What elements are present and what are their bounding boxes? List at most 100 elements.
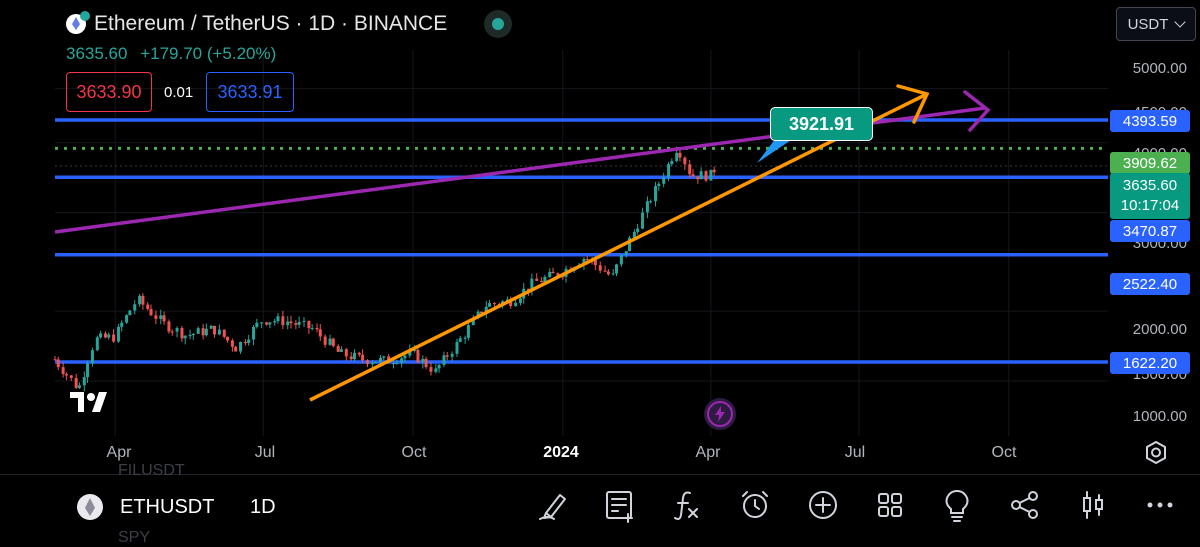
- time-tick: Oct: [991, 444, 1017, 461]
- currency-label: USDT: [1127, 15, 1169, 33]
- function-icon: [674, 491, 698, 520]
- candle-body: [416, 349, 420, 363]
- candle-body: [95, 337, 99, 351]
- chart-type-button[interactable]: [1075, 487, 1111, 523]
- candle-body: [670, 161, 674, 165]
- currency-selector[interactable]: USDT: [1116, 7, 1196, 41]
- candle-body: [315, 327, 319, 330]
- candle-body: [61, 367, 65, 374]
- symbol-name[interactable]: ETHUSDT: [120, 496, 215, 518]
- candle-body: [323, 336, 327, 345]
- candle-body: [365, 360, 369, 365]
- candle-body: [628, 237, 632, 252]
- candle-body: [445, 355, 449, 357]
- candle-body: [209, 325, 213, 329]
- candle-body: [611, 273, 615, 275]
- level-price-tag[interactable]: 4393.59: [1110, 110, 1190, 132]
- chevron-down-icon: [1174, 16, 1187, 28]
- candle-body: [413, 349, 417, 351]
- market-open-icon[interactable]: [484, 10, 512, 38]
- candle-body: [688, 164, 692, 175]
- symbol-title-text: Ethereum / TetherUS · 1D · BINANCE: [94, 12, 448, 35]
- price-tick: 2000.00: [1132, 321, 1187, 338]
- candle-body: [107, 334, 111, 338]
- candle-body: [141, 295, 145, 305]
- level-price-tag[interactable]: 1622.20: [1110, 352, 1190, 374]
- candle-body: [53, 359, 57, 361]
- timeframe-selector[interactable]: 1D: [250, 496, 276, 518]
- candle-body: [128, 310, 132, 316]
- price-callout[interactable]: 3921.91: [770, 107, 873, 141]
- candle-body: [116, 326, 120, 342]
- candle-body: [307, 320, 311, 329]
- candle-body: [217, 329, 221, 335]
- candle-body: [159, 315, 163, 319]
- ethereum-icon[interactable]: [77, 494, 103, 520]
- last-price: 3635.60: [66, 44, 128, 63]
- candle-body: [488, 303, 492, 307]
- candle-body: [361, 354, 365, 361]
- candle-body: [162, 315, 166, 322]
- candle-body: [336, 346, 340, 352]
- candle-body: [230, 340, 234, 347]
- candle-body: [357, 352, 361, 355]
- candle-body: [466, 324, 470, 338]
- candle-body: [103, 333, 107, 338]
- candle-body: [585, 258, 589, 260]
- candle-body: [535, 278, 539, 281]
- spread-value: 0.01: [164, 84, 194, 101]
- level-price-tag[interactable]: 2522.40: [1110, 273, 1190, 295]
- candle-body: [437, 364, 441, 369]
- candle-body: [530, 278, 534, 291]
- share-icon: [1011, 491, 1038, 519]
- indicators-button[interactable]: [670, 487, 706, 523]
- callout-pointer: [757, 138, 794, 163]
- candle-body: [289, 321, 293, 324]
- add-button[interactable]: [805, 487, 841, 523]
- candle-body: [392, 363, 396, 365]
- sell-button[interactable]: 3633.90: [66, 72, 152, 112]
- text-note-button[interactable]: [602, 487, 638, 523]
- share-button[interactable]: [1007, 487, 1043, 523]
- price-quote: 3635.60 +179.70 (+5.20%): [66, 44, 284, 64]
- candle-body: [379, 357, 383, 363]
- level-price-tag[interactable]: 3470.87: [1110, 220, 1190, 242]
- gear-icon: [1146, 440, 1166, 465]
- candles: [53, 146, 716, 392]
- candle-body: [492, 303, 496, 305]
- alerts-bolt-button[interactable]: [704, 398, 736, 430]
- candle-body: [188, 335, 192, 337]
- candle-body: [268, 322, 272, 325]
- layouts-button[interactable]: [872, 487, 908, 523]
- candle-body: [90, 350, 94, 364]
- candle-body: [561, 276, 565, 278]
- more-button[interactable]: [1142, 487, 1178, 523]
- candle-body: [395, 362, 399, 364]
- candle-body: [239, 342, 243, 352]
- candle-body: [77, 385, 81, 388]
- candle-body: [408, 350, 412, 356]
- target-price-tag[interactable]: 3909.62: [1110, 152, 1190, 174]
- note-icon: [606, 491, 633, 523]
- candle-body: [696, 176, 700, 180]
- chart-settings-button[interactable]: [1143, 440, 1169, 471]
- tradingview-logo[interactable]: [70, 388, 116, 421]
- price-tick: 5000.00: [1132, 60, 1187, 77]
- candle-body: [442, 355, 446, 365]
- candle-body: [518, 298, 522, 303]
- candle-body: [645, 201, 649, 213]
- ethereum-logo-icon: [66, 11, 90, 34]
- symbol-title[interactable]: Ethereum / TetherUS · 1D · BINANCE: [66, 11, 448, 36]
- time-tick: Apr: [695, 444, 721, 461]
- candle-body: [133, 304, 137, 311]
- alarm-clock-icon: [742, 491, 768, 518]
- candle-body: [99, 333, 103, 338]
- candle-body: [56, 359, 60, 368]
- ideas-button[interactable]: [939, 487, 975, 523]
- candle-body: [619, 254, 623, 265]
- candle-body: [234, 346, 238, 352]
- buy-button[interactable]: 3633.91: [206, 72, 294, 112]
- drawing-tool-button[interactable]: [536, 487, 572, 523]
- alert-clock-button[interactable]: [737, 487, 773, 523]
